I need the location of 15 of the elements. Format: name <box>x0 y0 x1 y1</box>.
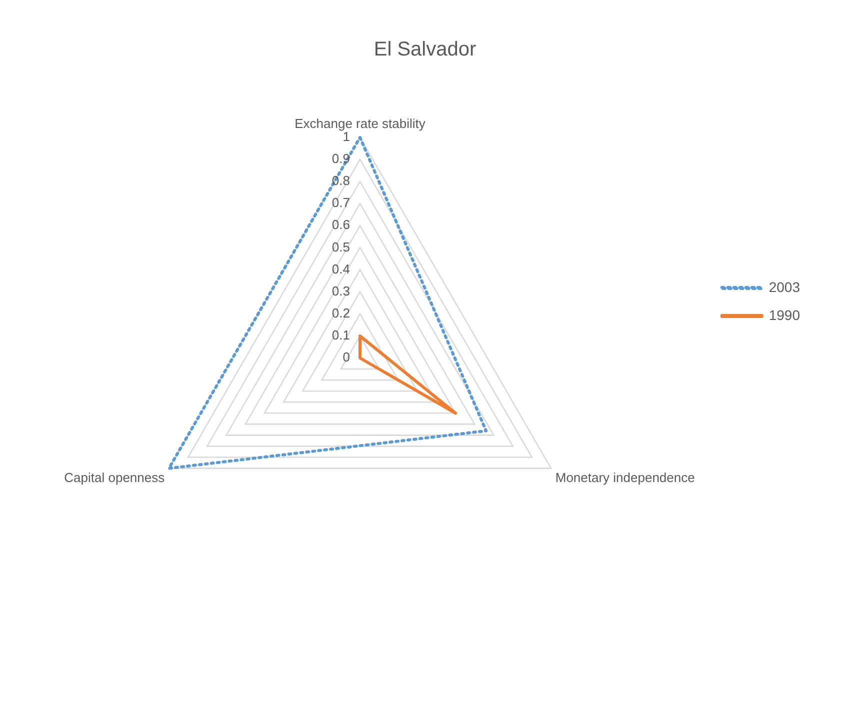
legend-label: 1990 <box>768 306 800 323</box>
y-tick-label: 0.4 <box>332 261 350 276</box>
y-tick-label: 0.5 <box>332 239 350 254</box>
legend-label: 2003 <box>768 278 800 295</box>
spoke-label: Monetary independence <box>555 470 695 486</box>
chart-title: El Salvador <box>374 38 476 61</box>
y-tick-label: 0.7 <box>332 195 350 210</box>
y-tick-label: 0.2 <box>332 305 350 320</box>
y-tick-label: 1 <box>342 128 350 144</box>
y-tick-label: 0.6 <box>332 217 350 232</box>
y-tick-label: 0 <box>342 350 350 365</box>
y-tick-label: 0.1 <box>332 328 350 343</box>
spoke-label: Exchange rate stability <box>294 116 426 132</box>
spoke-label: Capital openness <box>64 470 166 486</box>
y-tick-label: 0.3 <box>332 283 350 298</box>
